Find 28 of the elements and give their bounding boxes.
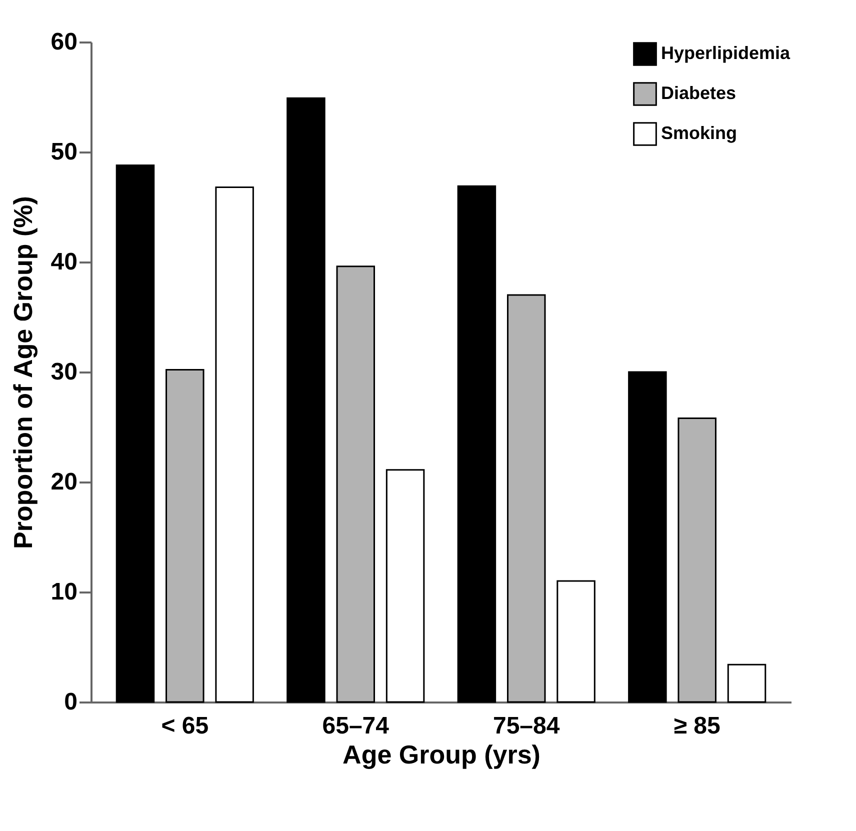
y-tick-label: 20 [50, 468, 78, 496]
y-tick-label: 60 [50, 28, 78, 56]
x-tick-label: 75–84 [492, 712, 560, 740]
x-axis-title: Age Group (yrs) [342, 740, 540, 770]
bar [556, 580, 596, 703]
bar [166, 369, 204, 703]
y-tick-label: 40 [50, 248, 78, 276]
bar [386, 469, 425, 703]
bar [215, 186, 254, 703]
x-tick-label: 65–74 [322, 712, 390, 740]
bar [678, 417, 716, 703]
x-tick-label: ≥ 85 [674, 712, 720, 740]
x-tick-label: < 65 [161, 712, 209, 740]
y-tick-label: 30 [50, 358, 78, 386]
legend-label: Diabetes [661, 83, 736, 103]
y-tick-label: 50 [50, 138, 78, 166]
bar [336, 266, 376, 703]
y-axis-title: Proportion of Age Group (%) [8, 196, 38, 549]
bar [727, 664, 766, 703]
y-tick-label: 0 [64, 688, 78, 716]
bar [506, 294, 546, 703]
bar [116, 164, 155, 703]
legend-label: Smoking [661, 123, 738, 143]
y-tick-label: 10 [50, 578, 78, 606]
legend-label: Hyperlipidemia [661, 43, 792, 63]
bar [457, 185, 496, 703]
bar [628, 371, 667, 703]
bar [286, 97, 326, 703]
